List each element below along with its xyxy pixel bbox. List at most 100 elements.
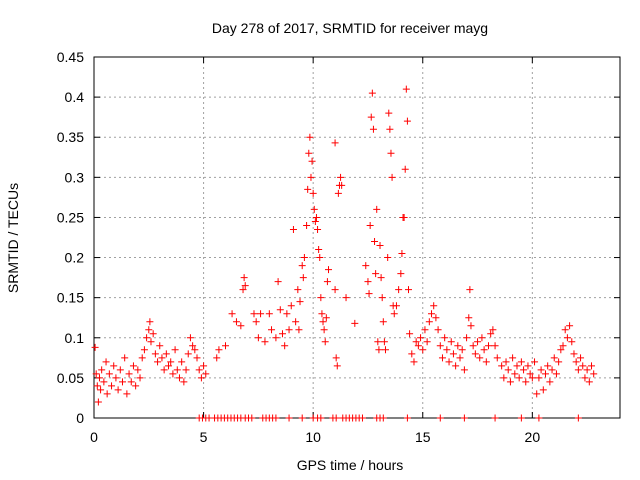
data-point — [375, 346, 383, 354]
y-tick-label: 0 — [76, 410, 84, 426]
data-point — [452, 362, 460, 370]
data-point — [281, 342, 289, 350]
data-point — [265, 310, 273, 318]
data-point — [276, 306, 284, 314]
data-point — [332, 354, 340, 362]
data-point — [125, 370, 133, 378]
data-point — [138, 354, 146, 362]
data-point — [248, 414, 256, 422]
data-point — [215, 346, 223, 354]
data-point — [165, 362, 173, 370]
data-point — [403, 414, 411, 422]
data-point — [541, 370, 549, 378]
data-point — [303, 221, 311, 229]
data-point — [502, 358, 510, 366]
data-point — [342, 294, 350, 302]
data-point — [287, 302, 295, 310]
data-point — [386, 125, 394, 133]
data-point — [118, 378, 126, 386]
data-point — [239, 286, 247, 294]
data-point — [436, 414, 444, 422]
data-point — [283, 310, 291, 318]
data-point — [491, 342, 499, 350]
data-point — [116, 366, 124, 374]
data-point — [169, 370, 177, 378]
data-point — [466, 286, 474, 294]
data-point — [500, 374, 508, 382]
data-point — [368, 89, 376, 97]
data-point — [412, 338, 420, 346]
data-point — [95, 374, 103, 382]
data-point — [323, 278, 331, 286]
data-point — [162, 350, 170, 358]
data-point — [191, 346, 199, 354]
data-point — [317, 294, 325, 302]
data-point — [254, 334, 262, 342]
data-point — [272, 334, 280, 342]
data-point — [305, 149, 313, 157]
data-point — [511, 370, 519, 378]
data-point — [402, 85, 410, 93]
data-point — [531, 358, 539, 366]
data-point — [381, 346, 389, 354]
data-point — [319, 318, 327, 326]
data-point — [397, 270, 405, 278]
data-point — [200, 362, 208, 370]
data-point — [385, 109, 393, 117]
data-point — [550, 354, 558, 362]
y-axis: 0 0.05 0.1 0.15 0.2 0.25 0.3 0.35 0.4 0.45 — [57, 49, 620, 426]
data-point — [471, 350, 479, 358]
data-point — [544, 362, 552, 370]
data-point — [557, 346, 565, 354]
data-point — [337, 173, 345, 181]
data-point — [579, 362, 587, 370]
data-point — [372, 270, 380, 278]
data-point — [213, 354, 221, 362]
data-point — [480, 346, 488, 354]
x-axis-title: GPS time / hours — [297, 457, 404, 473]
data-point — [517, 358, 525, 366]
data-point — [369, 125, 377, 133]
data-point — [460, 414, 468, 422]
data-point — [469, 342, 477, 350]
data-point — [520, 366, 528, 374]
data-point — [320, 326, 328, 334]
data-point — [535, 414, 543, 422]
y-tick-label: 0.3 — [65, 169, 85, 185]
data-point — [441, 334, 449, 342]
grid-lines — [94, 57, 620, 418]
data-point — [445, 358, 453, 366]
data-point — [296, 298, 304, 306]
data-point — [232, 318, 240, 326]
data-point — [184, 350, 192, 358]
data-point — [430, 302, 438, 310]
data-point — [504, 366, 512, 374]
data-point — [149, 330, 157, 338]
data-point — [498, 362, 506, 370]
data-point — [331, 139, 339, 147]
data-point — [423, 338, 431, 346]
data-point — [146, 318, 154, 326]
data-point — [237, 322, 245, 330]
data-point — [112, 374, 120, 382]
data-point — [140, 346, 148, 354]
data-point — [127, 378, 135, 386]
x-tick-label: 15 — [415, 429, 431, 445]
data-point — [533, 390, 541, 398]
y-tick-label: 0.2 — [65, 250, 85, 266]
data-point — [285, 326, 293, 334]
data-point — [123, 390, 131, 398]
data-point — [308, 157, 316, 165]
data-point — [476, 354, 484, 362]
data-point — [522, 378, 530, 386]
chart-title: Day 278 of 2017, SRMTID for receiver may… — [212, 20, 488, 36]
data-point — [467, 322, 475, 330]
data-point — [555, 358, 563, 366]
data-point — [317, 414, 325, 422]
data-point — [178, 358, 186, 366]
data-point — [93, 382, 101, 390]
data-point — [132, 382, 140, 390]
data-point — [546, 378, 554, 386]
data-point — [295, 326, 303, 334]
data-point — [406, 330, 414, 338]
